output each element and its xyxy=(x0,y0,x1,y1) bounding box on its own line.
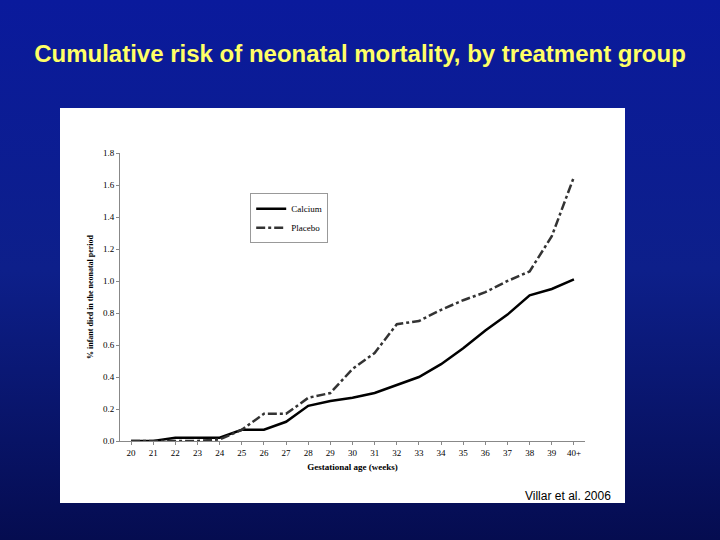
html-text:Cumulative risk of neonatal mo: Cumulative risk of neonatal mortality, b… xyxy=(34,40,686,67)
svg-text:0.6: 0.6 xyxy=(103,340,115,350)
svg-text:1.0: 1.0 xyxy=(103,276,115,286)
svg-text:% infant died in the neonatal: % infant died in the neonatal period xyxy=(86,234,95,359)
svg-text:24: 24 xyxy=(215,448,225,458)
svg-text:Gestational age (weeks): Gestational age (weeks) xyxy=(307,462,397,472)
svg-text:34: 34 xyxy=(437,448,447,458)
svg-text:Placebo: Placebo xyxy=(291,223,320,233)
svg-text:0.4: 0.4 xyxy=(103,372,115,382)
svg-text:38: 38 xyxy=(525,448,535,458)
svg-text:31: 31 xyxy=(370,448,379,458)
svg-text:36: 36 xyxy=(481,448,491,458)
svg-text:0.8: 0.8 xyxy=(103,308,115,318)
svg-text:Calcium: Calcium xyxy=(291,204,322,214)
svg-text:22: 22 xyxy=(171,448,180,458)
svg-text:0.2: 0.2 xyxy=(103,404,114,414)
svg-text:21: 21 xyxy=(149,448,158,458)
svg-text:Villar et al. 2006: Villar et al. 2006 xyxy=(525,489,611,503)
svg-text:1.2: 1.2 xyxy=(103,244,114,254)
svg-text:20: 20 xyxy=(127,448,137,458)
svg-text:1.6: 1.6 xyxy=(103,180,115,190)
svg-text:27: 27 xyxy=(282,448,292,458)
svg-text:1.4: 1.4 xyxy=(103,212,115,222)
svg-text:33: 33 xyxy=(414,448,424,458)
svg-text:23: 23 xyxy=(193,448,203,458)
svg-text:28: 28 xyxy=(304,448,314,458)
svg-text:26: 26 xyxy=(259,448,269,458)
svg-text:30: 30 xyxy=(348,448,358,458)
svg-text:0.0: 0.0 xyxy=(103,436,115,446)
svg-text:37: 37 xyxy=(503,448,513,458)
svg-text:35: 35 xyxy=(459,448,469,458)
svg-text:29: 29 xyxy=(326,448,336,458)
svg-text:32: 32 xyxy=(392,448,401,458)
svg-text:40+: 40+ xyxy=(567,448,581,458)
svg-text:25: 25 xyxy=(237,448,247,458)
svg-text:1.8: 1.8 xyxy=(103,148,115,158)
svg-text:39: 39 xyxy=(547,448,557,458)
